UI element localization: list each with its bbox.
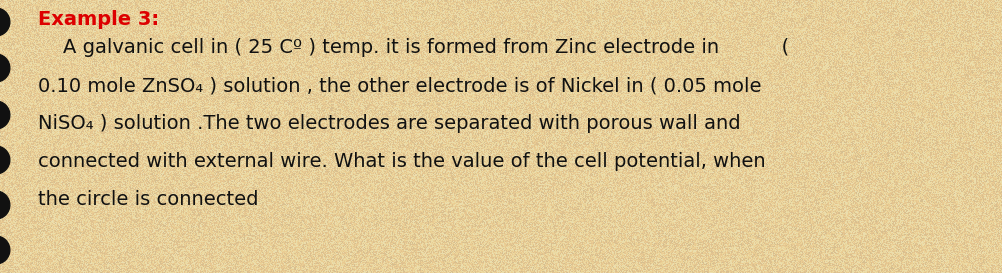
Circle shape bbox=[0, 236, 10, 264]
Text: the circle is connected: the circle is connected bbox=[38, 190, 259, 209]
Text: A galvanic cell in ( 25 Cº ) temp. it is formed from Zinc electrode in          : A galvanic cell in ( 25 Cº ) temp. it is… bbox=[38, 38, 790, 57]
Text: 0.10 mole ZnSO₄ ) solution , the other electrode is of Nickel in ( 0.05 mole: 0.10 mole ZnSO₄ ) solution , the other e… bbox=[38, 76, 762, 95]
Circle shape bbox=[0, 146, 10, 174]
Text: connected with external wire. What is the value of the cell potential, when: connected with external wire. What is th… bbox=[38, 152, 766, 171]
Circle shape bbox=[0, 8, 10, 36]
Text: Example 3:: Example 3: bbox=[38, 10, 159, 29]
Circle shape bbox=[0, 191, 10, 219]
Circle shape bbox=[0, 101, 10, 129]
Text: NiSO₄ ) solution .The two electrodes are separated with porous wall and: NiSO₄ ) solution .The two electrodes are… bbox=[38, 114, 740, 133]
Circle shape bbox=[0, 54, 10, 82]
